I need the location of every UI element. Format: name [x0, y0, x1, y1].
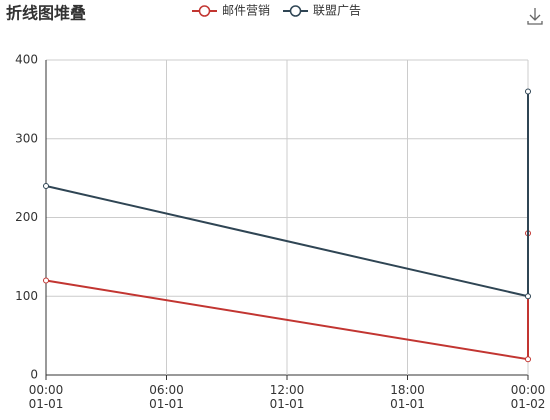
- x-tick-label: 00:00 01-02: [510, 383, 546, 411]
- y-tick-label: 100: [15, 289, 38, 303]
- x-tick-label: 12:00 01-01: [269, 383, 305, 411]
- legend-symbol: [198, 5, 211, 17]
- y-tick-label: 0: [30, 368, 38, 382]
- legend-label: 联盟广告: [313, 4, 361, 18]
- data-point: [525, 88, 531, 95]
- y-tick-label: 300: [15, 131, 38, 145]
- download-icon[interactable]: [527, 8, 543, 25]
- data-point: [525, 356, 531, 363]
- x-tick-label: 18:00 01-01: [390, 383, 425, 411]
- data-point: [525, 293, 531, 300]
- y-tick-label: 200: [15, 210, 38, 224]
- x-tick-label: 00:00 01-01: [28, 383, 64, 411]
- x-tick-label: 06:00 01-01: [149, 383, 184, 411]
- legend-symbol: [289, 5, 302, 17]
- data-point: [43, 277, 49, 284]
- y-tick-label: 400: [15, 53, 38, 67]
- chart-title: 折线图堆叠: [6, 4, 86, 23]
- data-point: [43, 183, 49, 189]
- legend-label: 邮件营销: [222, 4, 270, 18]
